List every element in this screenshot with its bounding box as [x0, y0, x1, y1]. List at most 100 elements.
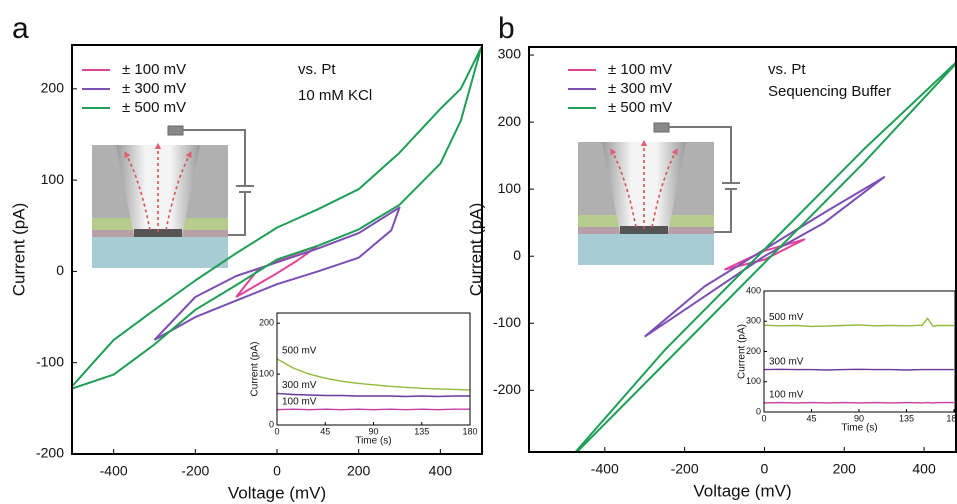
electrode: [167, 125, 184, 136]
series-label: 300 mV: [769, 356, 804, 367]
inset-chart: 0 45 90 135 180 0 100 200 300 400 Time (s) Current …: [737, 285, 957, 433]
plot-frame: [528, 46, 957, 453]
annotation: vs. Pt: [768, 61, 806, 78]
x-axis-label: Voltage (mV): [693, 481, 791, 500]
x-tick-label: -200: [671, 461, 699, 477]
annotation: vs. Pt: [298, 61, 336, 78]
y-tick-label: -100: [493, 314, 521, 330]
pore-bottom: [134, 229, 182, 237]
legend-label: ± 100 mV: [608, 61, 672, 78]
y-tick-label: 200: [498, 113, 522, 129]
y-axis-label: Current (pA): [250, 341, 261, 396]
plot-area: [764, 317, 954, 404]
annotation: Sequencing Buffer: [768, 83, 891, 100]
plot-area: [574, 61, 956, 452]
panel-label: b: [498, 12, 515, 45]
series-label: 100 mV: [282, 396, 317, 407]
y-tick-label: -100: [36, 353, 64, 369]
series-line: [764, 317, 954, 328]
y-tick-label: -200: [493, 381, 521, 397]
x-tick-label: 90: [854, 413, 864, 423]
legend-label: ± 100 mV: [122, 61, 186, 78]
y-axis-label: Current (pA): [737, 324, 748, 379]
x-tick-label: 0: [761, 461, 769, 477]
y-tick-label: 100: [41, 171, 65, 187]
y-tick-label: 300: [746, 316, 761, 326]
wire: [183, 129, 254, 236]
pore-schematic: [92, 125, 254, 268]
x-tick-label: -400: [100, 463, 128, 479]
inset-chart: 0 45 90 135 180 0 100 200 Time (s) Current (pA) 50…: [250, 312, 478, 447]
y-tick-label: 200: [41, 80, 65, 96]
x-tick-label: 200: [347, 463, 371, 479]
legend-label: ± 300 mV: [122, 80, 186, 97]
series-line: [277, 392, 470, 398]
x-tick-label: 400: [912, 461, 936, 477]
y-tick-label: 200: [746, 346, 761, 356]
x-tick-label: 90: [368, 426, 378, 436]
chart: b -400 -200 0 200 400 -200 -100 0 100 200 300 Voltag…: [466, 12, 957, 500]
plot-frame: [276, 312, 471, 426]
series-line: [574, 61, 956, 452]
y-tick-label: 0: [513, 247, 521, 263]
series-line: [724, 238, 806, 271]
y-tick-label: 100: [498, 180, 522, 196]
legend-label: ± 500 mV: [122, 99, 186, 116]
x-tick-label: 180: [462, 426, 477, 436]
y-tick-label: 100: [259, 368, 274, 378]
panel-label: a: [12, 12, 29, 45]
plot-area: [277, 358, 470, 411]
y-tick-label: 100: [746, 376, 761, 386]
x-tick-label: 45: [806, 413, 816, 423]
x-tick-label: 45: [320, 426, 330, 436]
series-line: [644, 176, 886, 338]
pore-schematic: [578, 123, 740, 265]
x-tick-label: 180: [946, 413, 957, 423]
inset-background: [277, 313, 470, 425]
legend-label: ± 300 mV: [608, 80, 672, 97]
x-tick-label: 0: [273, 463, 281, 479]
y-axis-label: Current (pA): [466, 203, 485, 297]
y-tick-label: 0: [269, 419, 274, 429]
x-tick-label: 135: [899, 413, 914, 423]
series-line: [764, 368, 954, 371]
x-axis-label: Time (s): [355, 436, 391, 447]
x-tick-label: 135: [414, 426, 429, 436]
y-tick-label: -200: [36, 445, 64, 461]
y-tick-label: 0: [756, 406, 761, 416]
series-line: [277, 408, 470, 411]
x-axis-label: Time (s): [841, 423, 877, 434]
y-tick-label: 400: [746, 285, 761, 295]
series-label: 300 mV: [282, 380, 317, 391]
y-tick-label: 300: [498, 46, 522, 62]
y-tick-label: 200: [259, 318, 274, 328]
flow-arrow: [124, 151, 151, 231]
x-tick-label: 400: [429, 463, 453, 479]
x-tick-label: -200: [181, 463, 209, 479]
x-tick-label: 0: [761, 413, 766, 423]
x-tick-label: 0: [274, 426, 279, 436]
x-tick-label: -400: [591, 461, 619, 477]
x-axis-label: Voltage (mV): [228, 483, 326, 502]
chart: a -400 -200 0 200 400 -200 -100 0 100 200 Voltage (…: [9, 12, 483, 502]
x-tick-label: 200: [833, 461, 857, 477]
plot-frame: [71, 44, 483, 455]
pore: [116, 145, 200, 236]
series-line: [277, 358, 470, 391]
y-tick-label: 0: [56, 262, 64, 278]
series-line: [72, 46, 482, 390]
inset-background: [764, 291, 955, 412]
substrate: [92, 237, 228, 268]
plot-frame: [763, 290, 956, 413]
annotation: 10 mM KCl: [298, 87, 372, 104]
y-axis-label: Current (pA): [9, 203, 28, 297]
series-line: [153, 206, 401, 341]
plot-area: [72, 46, 482, 390]
series-label: 100 mV: [769, 390, 804, 401]
series-label: 500 mV: [769, 312, 804, 323]
legend-label: ± 500 mV: [608, 99, 672, 116]
series-label: 500 mV: [282, 345, 317, 356]
flow-arrow: [165, 151, 192, 231]
